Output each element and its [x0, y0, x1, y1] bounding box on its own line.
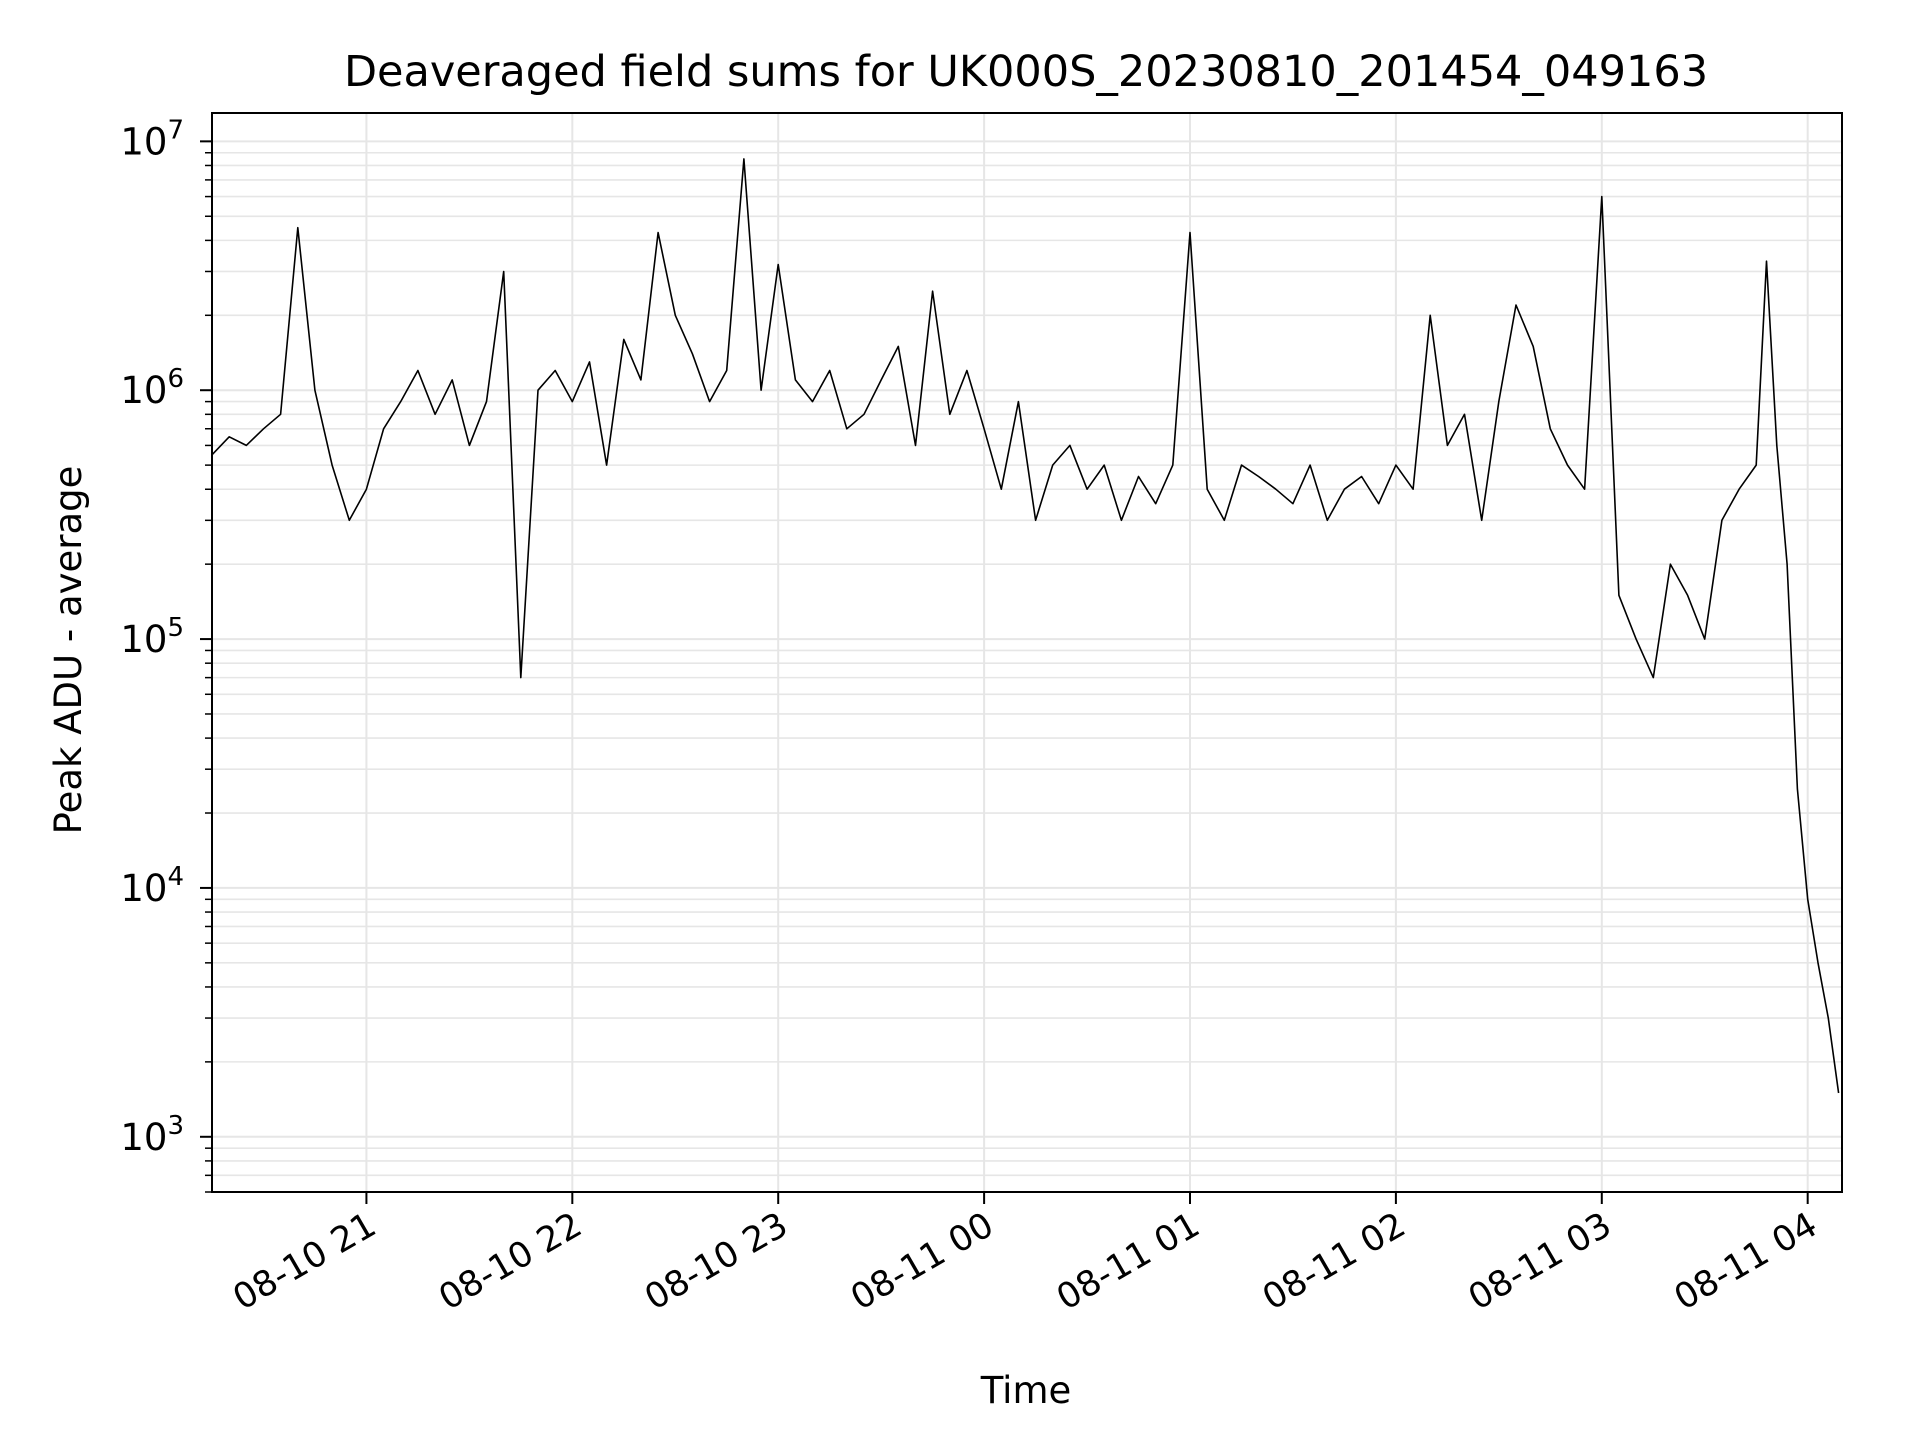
y-tick-label: 107	[120, 115, 184, 163]
chart-title: Deaveraged field sums for UK000S_2023081…	[344, 47, 1708, 97]
y-tick-label: 106	[120, 364, 184, 412]
y-axis: 103 104 105 106 107	[120, 115, 212, 1193]
y-axis-label: Peak ADU - average	[47, 466, 90, 835]
series-layer	[211, 158, 1840, 1094]
y-tick-label: 104	[120, 862, 184, 910]
plot-frame	[211, 112, 1843, 1193]
y-tick-label: 103	[120, 1111, 184, 1159]
y-tick-label: 105	[120, 613, 184, 661]
x-axis-label: Time	[980, 1369, 1072, 1412]
series-line-0	[211, 158, 1840, 1094]
